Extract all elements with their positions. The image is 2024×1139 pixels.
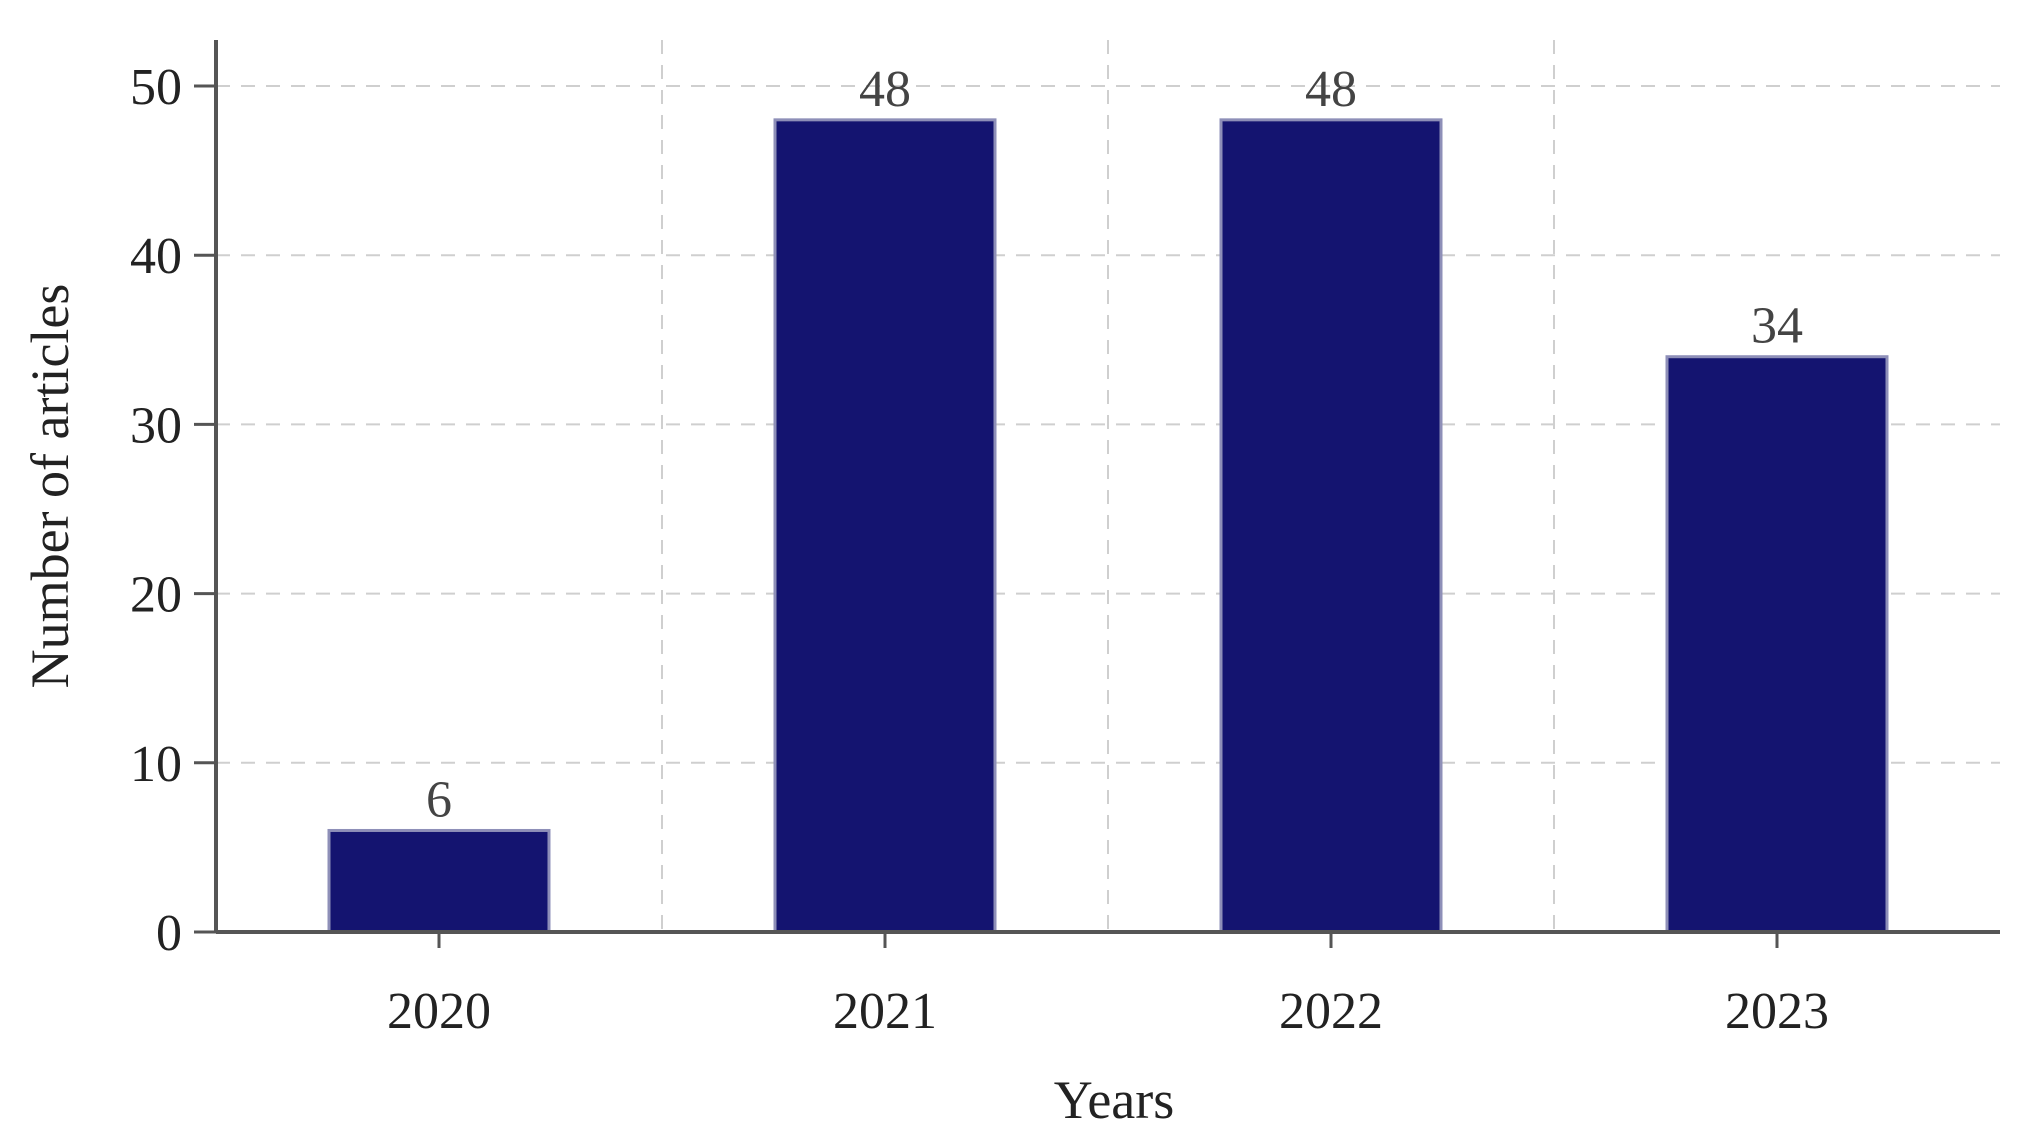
bar-2020 <box>327 828 551 934</box>
y-tick-label-10: 10 <box>130 736 182 793</box>
x-tick-label-2023: 2023 <box>1725 983 1829 1040</box>
y-axis-title: Number of articles <box>20 284 80 689</box>
axes-layer <box>214 40 2000 934</box>
y-tick-label-40: 40 <box>130 228 182 285</box>
x-tick-label-2022: 2022 <box>1279 983 1383 1040</box>
labels-layer: 6 2020 48 2021 48 2022 34 2023 0 10 20 30 40 50 <box>130 59 1829 1040</box>
y-tick-label-30: 30 <box>130 397 182 454</box>
bar-2021 <box>773 118 997 934</box>
data-label-2022: 48 <box>1305 61 1357 118</box>
ticks-layer <box>194 84 1779 948</box>
bar-2022 <box>1219 118 1443 934</box>
y-tick-label-20: 20 <box>130 567 182 624</box>
x-axis-title: Years <box>1054 1070 1175 1130</box>
x-tick-label-2021: 2021 <box>833 983 937 1040</box>
bar-2023 <box>1665 355 1889 934</box>
data-label-2020: 6 <box>426 771 452 828</box>
x-tick-label-2020: 2020 <box>387 983 491 1040</box>
bars-layer <box>327 118 1889 934</box>
data-label-2021: 48 <box>859 61 911 118</box>
y-tick-label-0: 0 <box>156 905 182 962</box>
data-label-2023: 34 <box>1751 298 1803 355</box>
y-tick-label-50: 50 <box>130 59 182 116</box>
